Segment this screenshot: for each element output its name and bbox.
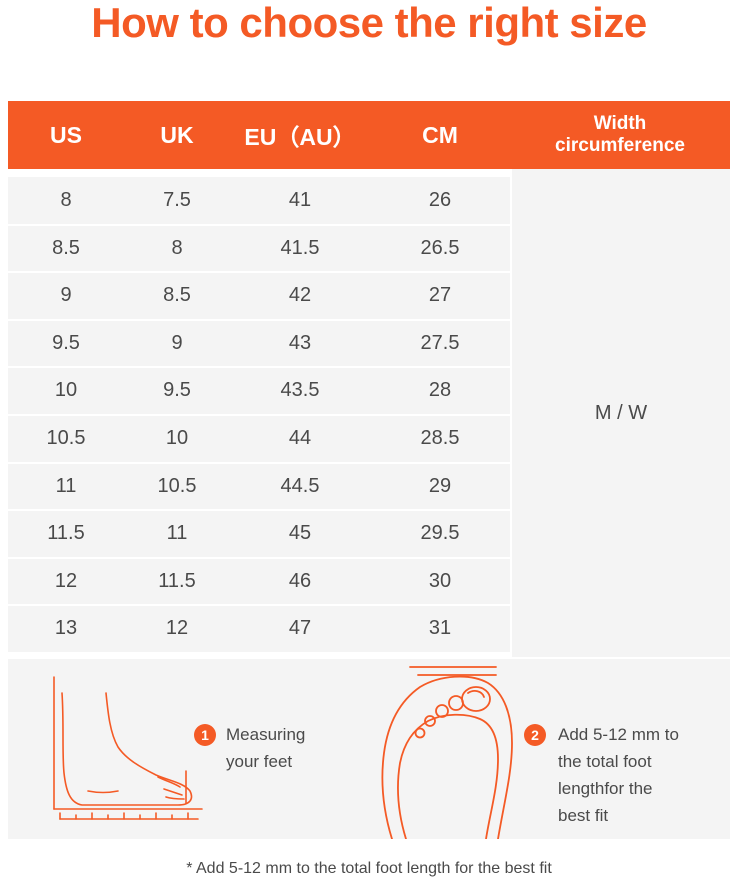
table-row: 10.5 10 44 28.5 [8, 415, 510, 462]
step-2-badge: 2 [524, 724, 546, 746]
header-cm: CM [422, 121, 458, 148]
cell-uk: 9 [171, 331, 183, 354]
cell-eu: 47 [288, 617, 312, 640]
row-divider [8, 271, 510, 274]
cell-cm: 29.5 [420, 522, 460, 545]
cell-eu: 42 [288, 284, 312, 307]
header-uk: UK [160, 121, 194, 148]
cell-uk: 9.5 [163, 379, 191, 402]
page-title: How to choose the right size [91, 0, 647, 46]
table-row: 12 11.5 46 30 [8, 557, 510, 605]
cell-cm: 31 [428, 617, 452, 640]
step-2-line3: lengthfor the [558, 779, 653, 798]
cell-us: 8.5 [52, 236, 80, 259]
foot-top-icon [381, 666, 513, 839]
table-row: 10 9.5 43.5 28 [8, 367, 510, 415]
header-eu-au: EU（AU） [244, 124, 356, 150]
cell-eu: 46 [288, 569, 312, 592]
cell-eu: 44 [288, 427, 312, 449]
cell-uk: 10 [165, 427, 189, 449]
table-row: 8 7.5 41 26 [8, 177, 510, 224]
step-1-badge: 1 [194, 724, 216, 746]
cell-eu: 43.5 [280, 379, 320, 402]
cell-cm: 27 [428, 284, 452, 307]
table-row: 11.5 11 45 29.5 [8, 510, 510, 558]
cell-uk: 10.5 [157, 474, 197, 497]
table-row: 13 12 47 31 [8, 605, 510, 653]
table-header: US UK EU（AU） CM Width circumference [8, 101, 730, 169]
cell-cm: 28.5 [420, 427, 460, 449]
cell-uk: 8 [171, 236, 183, 259]
row-divider [8, 366, 510, 369]
cell-us: 10 [54, 379, 78, 402]
table-row: 8.5 8 41.5 26.5 [8, 224, 510, 272]
header-width-line2: circumference [555, 135, 685, 156]
cell-us: 10.5 [46, 427, 86, 449]
header-width-line1: Width [593, 113, 647, 134]
foot-side-icon [53, 676, 203, 820]
width-value-cell: M / W [512, 169, 730, 657]
table-row: 9 8.5 42 27 [8, 272, 510, 320]
cell-us: 9 [60, 284, 72, 307]
cell-cm: 27.5 [420, 331, 460, 354]
step-2-line4: best fit [558, 806, 609, 825]
cell-cm: 30 [428, 569, 452, 592]
table-row: 11 10.5 44.5 29 [8, 462, 510, 510]
cell-uk: 12 [165, 617, 189, 640]
row-divider [8, 461, 510, 464]
step-1-line1: Measuring [226, 725, 306, 744]
cell-eu: 44.5 [280, 474, 320, 497]
step-1-line2: your feet [226, 752, 293, 771]
cell-cm: 26 [428, 189, 452, 211]
cell-cm: 26.5 [420, 236, 460, 259]
step-1-text: Measuring your feet [226, 721, 305, 775]
cell-us: 13 [54, 617, 78, 640]
cell-cm: 28 [428, 379, 452, 402]
step-2-line1: Add 5-12 mm to [558, 725, 679, 744]
row-divider [8, 556, 510, 559]
cell-us: 11 [55, 474, 77, 497]
step-2-text: Add 5-12 mm to the total foot lengthfor … [558, 721, 679, 829]
step-2-line2: the total foot [558, 752, 652, 771]
header-width-circumference: Width circumference [510, 101, 730, 169]
cell-cm: 29 [428, 474, 452, 497]
row-divider [8, 509, 510, 512]
row-divider [8, 318, 510, 321]
row-divider [8, 223, 510, 226]
cell-us: 9.5 [52, 331, 80, 354]
table-row: 9.5 9 43 27.5 [8, 319, 510, 367]
cell-us: 11.5 [47, 522, 85, 545]
footnote: * Add 5-12 mm to the total foot length f… [186, 860, 552, 877]
header-us: US [50, 121, 82, 148]
row-divider [8, 414, 510, 416]
cell-uk: 8.5 [163, 284, 191, 307]
cell-uk: 7.5 [163, 189, 191, 211]
cell-us: 8 [60, 189, 72, 211]
size-chart-table: US UK EU（AU） CM Width circumference M / … [8, 101, 730, 657]
cell-eu: 41 [288, 189, 312, 211]
row-divider [8, 604, 510, 607]
cell-eu: 43 [288, 331, 312, 354]
cell-eu: 41.5 [280, 236, 320, 259]
table-body: M / W 8 7.5 41 26 8.5 8 41.5 26.5 9 8.5 42 27 9.5 9 43… [8, 169, 730, 657]
cell-eu: 45 [288, 522, 312, 545]
cell-us: 12 [54, 569, 78, 592]
cell-uk: 11 [166, 522, 188, 545]
cell-uk: 11.5 [158, 569, 196, 592]
measuring-guide: 1 Measuring your feet 2 Add 5-12 mm to t… [8, 659, 730, 839]
